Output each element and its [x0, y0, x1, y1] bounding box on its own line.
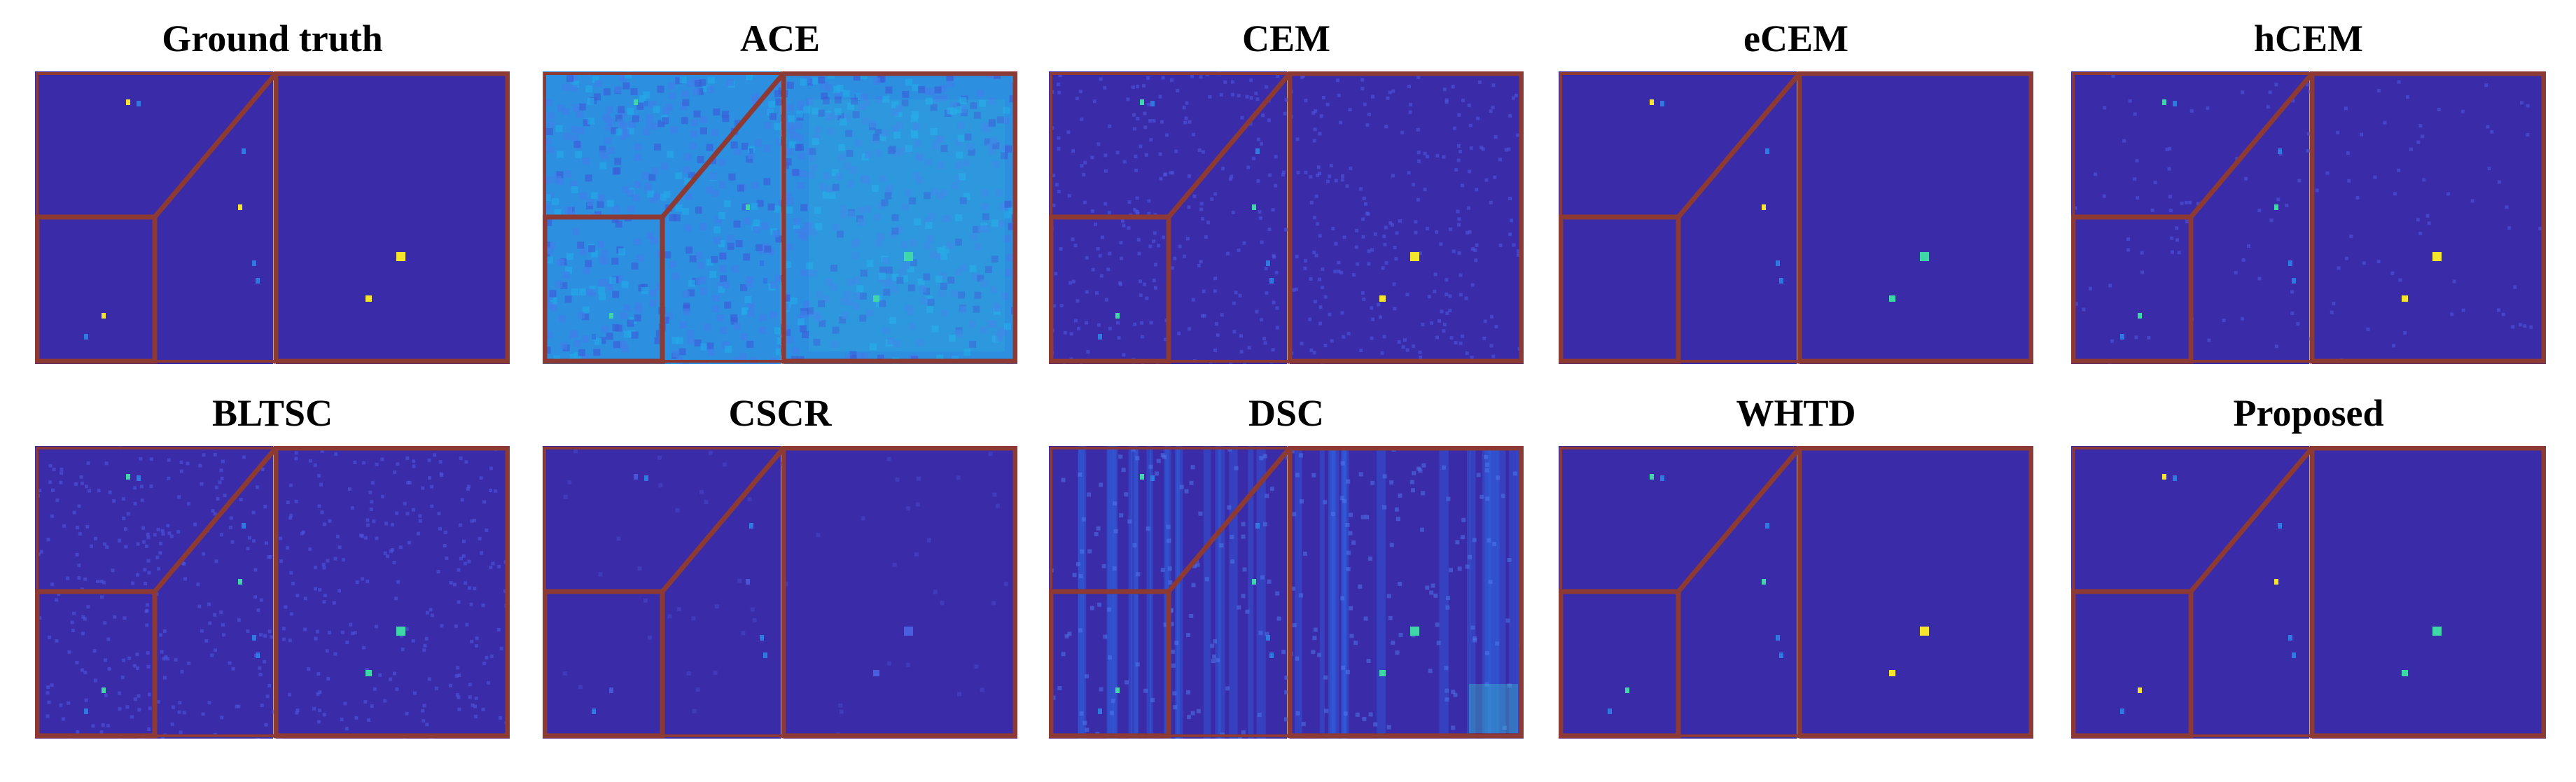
zoom-frame — [1559, 446, 2033, 739]
zoom-frame — [543, 71, 1017, 364]
zoom-map — [2312, 446, 2546, 739]
zoom-map — [1799, 71, 2033, 364]
zoom-map — [1290, 446, 1524, 739]
panel-title: BLTSC — [211, 392, 333, 434]
target-spots — [1098, 99, 1419, 340]
result-panel: BLTSC — [35, 382, 510, 739]
detection-map — [1049, 446, 1524, 739]
result-panel: Proposed — [2071, 382, 2546, 739]
target-spots — [2120, 474, 2442, 714]
panel-title: CSCR — [728, 392, 832, 434]
zoom-frame — [543, 446, 1017, 739]
zoom-frame — [35, 446, 510, 739]
detection-map — [2071, 71, 2546, 364]
zoom-map — [1799, 446, 2033, 739]
zoom-map — [276, 446, 510, 739]
zoom-frame — [2071, 446, 2546, 739]
zoom-map — [276, 71, 510, 364]
target-spots — [1650, 99, 1929, 302]
panel-title: DSC — [1248, 392, 1325, 434]
target-spots — [1608, 474, 1929, 714]
panel-title: Ground truth — [162, 18, 383, 60]
zoom-map — [1290, 71, 1524, 364]
zoom-frame — [1049, 446, 1524, 739]
target-spots — [84, 474, 405, 714]
panel-title: WHTD — [1736, 392, 1856, 434]
zoom-map — [2312, 71, 2546, 364]
result-panel: CSCR — [543, 382, 1017, 739]
panel-title: ACE — [739, 18, 820, 60]
result-panel: Ground truth — [35, 7, 510, 364]
noise-texture — [543, 71, 1017, 364]
zoom-frame — [2071, 71, 2546, 364]
detection-map — [35, 71, 510, 364]
detection-map — [1049, 71, 1524, 364]
result-panel: ACE — [543, 7, 1017, 364]
zoom-frame — [1559, 71, 2033, 364]
panel-title: Proposed — [2233, 392, 2384, 434]
detection-map — [543, 446, 1017, 739]
zoom-frame — [35, 71, 510, 364]
detection-map — [2071, 446, 2546, 739]
result-panel: WHTD — [1559, 382, 2033, 739]
detection-map — [35, 446, 510, 739]
panel-title: eCEM — [1743, 18, 1849, 60]
target-spots — [592, 474, 913, 714]
zoom-frame — [1049, 71, 1524, 364]
panel-title: CEM — [1242, 18, 1330, 60]
panel-title: hCEM — [2253, 18, 2363, 60]
target-spots — [1098, 474, 1419, 714]
target-spots — [592, 99, 913, 340]
target-spots — [2120, 99, 2442, 340]
result-panel: DSC — [1049, 382, 1524, 739]
zoom-map — [784, 71, 1017, 364]
detection-map — [1559, 446, 2033, 739]
noise-texture — [1050, 71, 1524, 364]
result-panel: hCEM — [2071, 7, 2546, 364]
target-spots — [84, 99, 405, 340]
result-panel: CEM — [1049, 7, 1524, 364]
noise-texture — [562, 449, 1008, 737]
detection-map — [1559, 71, 2033, 364]
zoom-map — [784, 446, 1017, 739]
result-panel: eCEM — [1559, 7, 2033, 364]
detection-map — [543, 71, 1017, 364]
